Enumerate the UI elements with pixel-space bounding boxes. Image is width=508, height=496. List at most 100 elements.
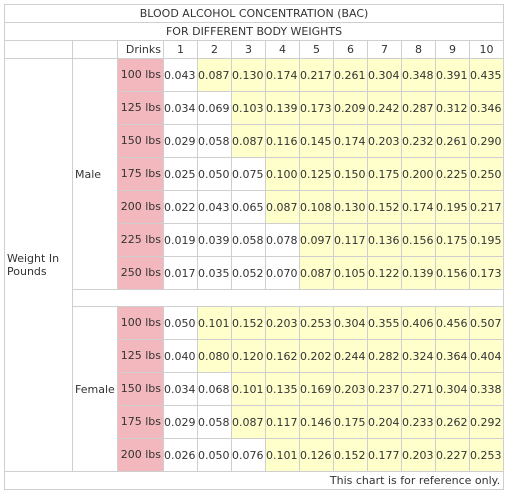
weight-cell: 125 lbs (117, 91, 164, 125)
drinks-column-header: 5 (299, 40, 334, 59)
bac-value-cell: 0.105 (333, 256, 368, 290)
bac-value-cell: 0.087 (231, 124, 266, 158)
bac-value-cell: 0.058 (197, 124, 232, 158)
bac-value-cell: 0.169 (299, 372, 334, 406)
table-row: 125 lbs 0.040 0.080 0.120 0.162 0.202 0.244 0.2… (5, 339, 505, 373)
bac-value-cell: 0.152 (333, 438, 368, 472)
bac-value-cell: 0.126 (299, 438, 334, 472)
bac-value-cell: 0.156 (401, 223, 436, 257)
bac-value-cell: 0.097 (299, 223, 334, 257)
bac-value-cell: 0.261 (435, 124, 470, 158)
bac-value-cell: 0.130 (231, 58, 266, 92)
bac-value-cell: 0.507 (468, 306, 505, 340)
bac-value-cell: 0.116 (265, 124, 300, 158)
bac-value-cell: 0.304 (333, 306, 368, 340)
bac-value-cell: 0.174 (333, 124, 368, 158)
bac-value-cell: 0.209 (333, 91, 368, 125)
bac-value-cell: 0.034 (163, 372, 198, 406)
bac-value-cell: 0.068 (197, 372, 232, 406)
table-row: 175 lbs 0.025 0.050 0.075 0.100 0.125 0.150 0.1… (5, 157, 505, 191)
bac-value-cell: 0.203 (401, 438, 436, 472)
bac-value-cell: 0.203 (265, 306, 300, 340)
bac-value-cell: 0.029 (163, 124, 198, 158)
bac-value-cell: 0.117 (333, 223, 368, 257)
weight-cell: 175 lbs (117, 405, 164, 439)
bac-value-cell: 0.145 (299, 124, 334, 158)
bac-value-cell: 0.237 (367, 372, 402, 406)
bac-value-cell: 0.152 (231, 306, 266, 340)
bac-value-cell: 0.174 (401, 190, 436, 224)
bac-value-cell: 0.404 (468, 339, 505, 373)
bac-value-cell: 0.058 (231, 223, 266, 257)
bac-value-cell: 0.232 (401, 124, 436, 158)
bac-value-cell: 0.029 (163, 405, 198, 439)
bac-value-cell: 0.355 (367, 306, 402, 340)
bac-value-cell: 0.253 (299, 306, 334, 340)
bac-value-cell: 0.070 (265, 256, 300, 290)
bac-value-cell: 0.108 (299, 190, 334, 224)
weight-cell: 100 lbs (117, 58, 164, 92)
bac-value-cell: 0.040 (163, 339, 198, 373)
bac-value-cell: 0.017 (163, 256, 198, 290)
bac-value-cell: 0.391 (435, 58, 470, 92)
bac-value-cell: 0.078 (265, 223, 300, 257)
table-row: Weight In Pounds Male 100 lbs 0.043 0.087 0.1… (4, 58, 505, 472)
bac-value-cell: 0.034 (163, 91, 198, 125)
bac-value-cell: 0.175 (367, 157, 402, 191)
bac-value-cell: 0.304 (435, 372, 470, 406)
drinks-column-header: 2 (197, 40, 232, 59)
bac-value-cell: 0.087 (231, 405, 266, 439)
bac-value-cell: 0.022 (163, 190, 198, 224)
bac-value-cell: 0.173 (299, 91, 334, 125)
table-title: BLOOD ALCOHOL CONCENTRATION (BAC) (3, 4, 505, 23)
bac-value-cell: 0.065 (231, 190, 266, 224)
gender-label: Female (72, 306, 118, 472)
bac-value-cell: 0.100 (265, 157, 300, 191)
bac-value-cell: 0.087 (265, 190, 300, 224)
bac-value-cell: 0.250 (468, 157, 505, 191)
bac-value-cell: 0.150 (333, 157, 368, 191)
bac-value-cell: 0.069 (197, 91, 232, 125)
bac-value-cell: 0.152 (367, 190, 402, 224)
bac-value-cell: 0.139 (401, 256, 436, 290)
table-row: Female 100 lbs 0.050 0.101 0.152 0.203 0.253 0.… (5, 306, 505, 472)
drinks-column-header: 4 (265, 40, 300, 59)
bac-value-cell: 0.261 (333, 58, 368, 92)
bac-value-cell: 0.225 (435, 157, 470, 191)
drinks-column-header: 9 (435, 40, 470, 59)
bac-value-cell: 0.292 (468, 405, 505, 439)
drinks-column-header: 1 (163, 40, 198, 59)
bac-value-cell: 0.195 (435, 190, 470, 224)
table-row: 175 lbs 0.029 0.058 0.087 0.117 0.146 0.175 0.2… (5, 405, 505, 439)
bac-value-cell: 0.173 (468, 256, 505, 290)
bac-value-cell: 0.253 (468, 438, 505, 472)
bac-value-cell: 0.217 (468, 190, 505, 224)
bac-value-cell: 0.204 (367, 405, 402, 439)
bac-value-cell: 0.058 (197, 405, 232, 439)
bac-value-cell: 0.287 (401, 91, 436, 125)
bac-table: BLOOD ALCOHOL CONCENTRATION (BAC) FOR DI… (3, 4, 505, 490)
bac-value-cell: 0.174 (265, 58, 300, 92)
table-subtitle: FOR DIFFERENT BODY WEIGHTS (3, 22, 505, 41)
weight-cell: 175 lbs (117, 157, 164, 191)
bac-value-cell: 0.312 (435, 91, 470, 125)
bac-value-cell: 0.026 (163, 438, 198, 472)
gender-label: Male (72, 58, 118, 290)
bac-value-cell: 0.050 (197, 157, 232, 191)
bac-value-cell: 0.103 (231, 91, 266, 125)
bac-value-cell: 0.200 (401, 157, 436, 191)
bac-value-cell: 0.052 (231, 256, 266, 290)
bac-value-cell: 0.233 (401, 405, 436, 439)
bac-value-cell: 0.406 (401, 306, 436, 340)
weight-cell: 100 lbs (117, 306, 164, 340)
bac-value-cell: 0.282 (367, 339, 402, 373)
bac-value-cell: 0.146 (299, 405, 334, 439)
header-empty-2 (72, 40, 118, 59)
bac-value-cell: 0.304 (367, 58, 402, 92)
bac-value-cell: 0.135 (265, 372, 300, 406)
weight-cell: 250 lbs (117, 256, 164, 290)
weight-cell: 150 lbs (117, 124, 164, 158)
drinks-column-header: 8 (401, 40, 436, 59)
bac-value-cell: 0.435 (468, 58, 505, 92)
drinks-column-header: 3 (231, 40, 266, 59)
